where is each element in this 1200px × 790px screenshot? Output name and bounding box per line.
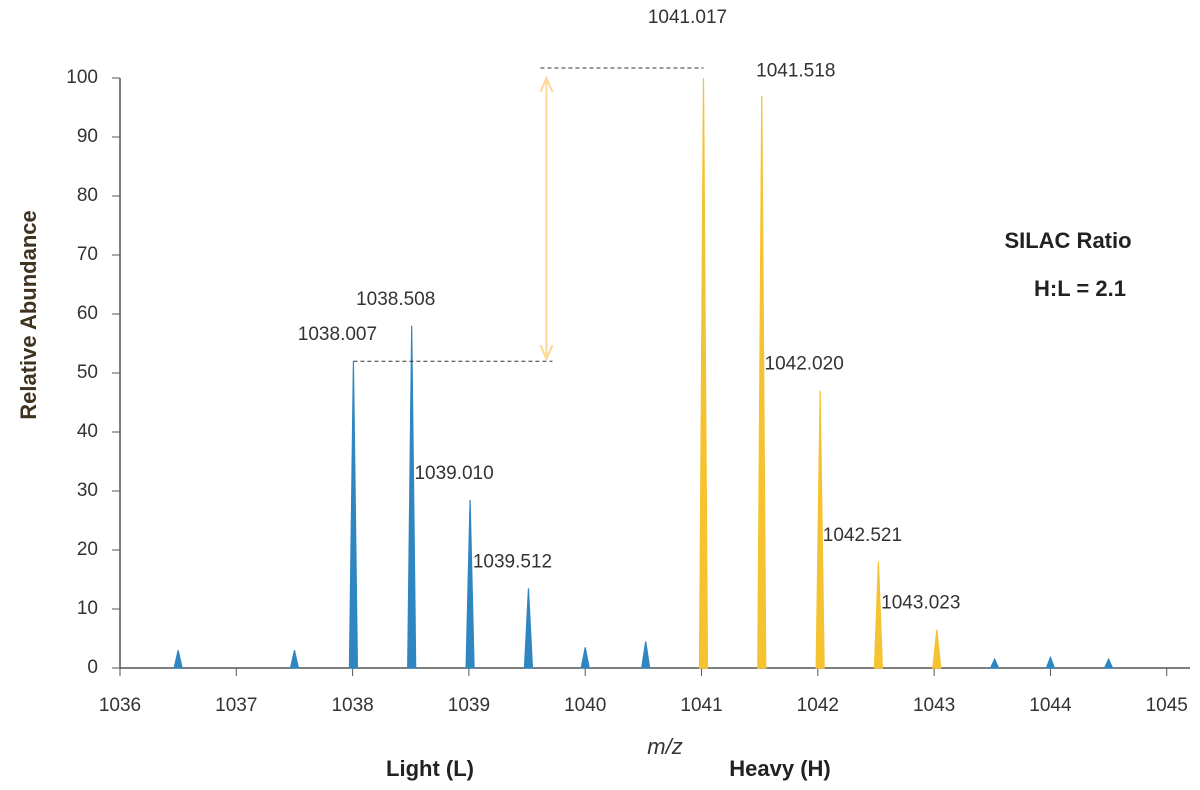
- peak: [757, 95, 767, 669]
- x-tick-label: 1038: [331, 695, 373, 716]
- peak: [932, 629, 942, 669]
- x-tick-label: 1040: [564, 695, 606, 716]
- peak: [465, 499, 475, 669]
- y-tick-label: 30: [77, 480, 98, 501]
- annotation: SILAC Ratio: [1004, 228, 1131, 253]
- x-tick-label: 1037: [215, 695, 257, 716]
- y-tick-label: 50: [77, 362, 98, 383]
- peak: [407, 325, 417, 669]
- peak: [640, 641, 651, 669]
- arrow-head: [539, 75, 554, 93]
- peak: [873, 561, 884, 669]
- peak-label: 1043.023: [881, 593, 960, 614]
- y-tick-label: 40: [77, 421, 98, 442]
- y-axis-label: Relative Abundance: [16, 210, 41, 419]
- peak-label: 1038.007: [298, 324, 377, 345]
- y-tick-label: 70: [77, 244, 98, 265]
- series-name: Heavy (H): [729, 756, 830, 781]
- x-tick-label: 1042: [797, 695, 839, 716]
- peak: [698, 77, 709, 669]
- x-tick-label: 1036: [99, 695, 141, 716]
- peak: [289, 650, 300, 669]
- peak-label: 1039.512: [473, 551, 552, 572]
- y-tick-label: 90: [77, 126, 98, 147]
- y-tick-label: 10: [77, 598, 98, 619]
- y-tick-label: 60: [77, 303, 98, 324]
- y-tick-label: 20: [77, 539, 98, 560]
- peak: [1045, 655, 1056, 669]
- peak-label: 1038.508: [356, 289, 435, 310]
- annotation: H:L = 2.1: [1034, 276, 1126, 301]
- peak: [580, 647, 590, 669]
- peak-label: 1042.020: [765, 354, 844, 375]
- x-tick-label: 1045: [1146, 695, 1188, 716]
- peak: [348, 361, 359, 669]
- x-tick-label: 1044: [1029, 695, 1072, 716]
- x-tick-label: 1039: [448, 695, 490, 716]
- peak-label: 1041.518: [756, 61, 835, 82]
- peak-label: 1041.017: [648, 7, 727, 28]
- y-tick-label: 100: [66, 67, 98, 88]
- peak: [1103, 657, 1114, 669]
- peak-label: 1039.010: [414, 463, 493, 484]
- arrow-head: [539, 344, 554, 362]
- y-tick-label: 0: [87, 657, 98, 678]
- peak: [523, 588, 534, 669]
- peak: [173, 650, 183, 669]
- peak: [815, 390, 825, 669]
- y-tick-label: 80: [77, 185, 98, 206]
- peak-label: 1042.521: [823, 525, 902, 546]
- x-tick-label: 1041: [680, 695, 722, 716]
- peak: [989, 657, 1000, 669]
- series-name: Light (L): [386, 756, 474, 781]
- x-tick-label: 1043: [913, 695, 955, 716]
- x-axis-label: m/z: [647, 734, 682, 759]
